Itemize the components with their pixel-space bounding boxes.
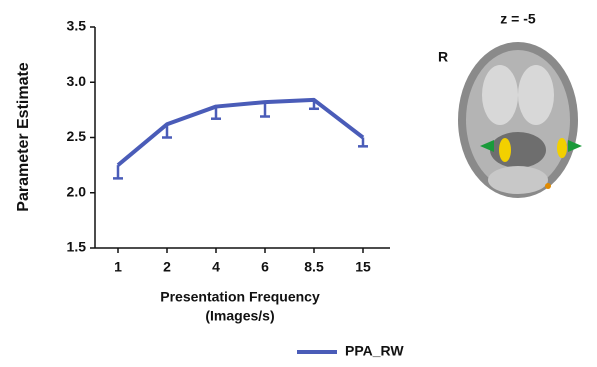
x-tick-label: 6 bbox=[261, 259, 269, 275]
y-tick-label: 3.5 bbox=[67, 18, 87, 34]
y-tick-label: 3.0 bbox=[67, 73, 87, 89]
slice-label: z = -5 bbox=[500, 11, 536, 27]
legend-label: PPA_RW bbox=[345, 343, 404, 359]
y-axis-label: Parameter Estimate bbox=[15, 62, 32, 212]
error-bar bbox=[358, 137, 368, 148]
series-line bbox=[116, 97, 365, 167]
x-axis-label: Presentation Frequency bbox=[160, 289, 320, 305]
x-tick-label: 4 bbox=[212, 259, 220, 275]
x-axis-label: (Images/s) bbox=[205, 308, 274, 324]
x-tick-label: 15 bbox=[355, 259, 371, 275]
x-tick-label: 8.5 bbox=[304, 259, 324, 275]
error-bar bbox=[260, 102, 270, 118]
x-tick-label: 1 bbox=[114, 259, 122, 275]
brain-image bbox=[458, 42, 582, 198]
side-label: R bbox=[438, 49, 448, 65]
x-tick-label: 2 bbox=[163, 259, 171, 275]
y-tick-label: 2.0 bbox=[67, 183, 87, 199]
y-tick-label: 2.5 bbox=[67, 128, 87, 144]
y-tick-label: 1.5 bbox=[67, 239, 87, 255]
error-bar bbox=[113, 165, 123, 180]
